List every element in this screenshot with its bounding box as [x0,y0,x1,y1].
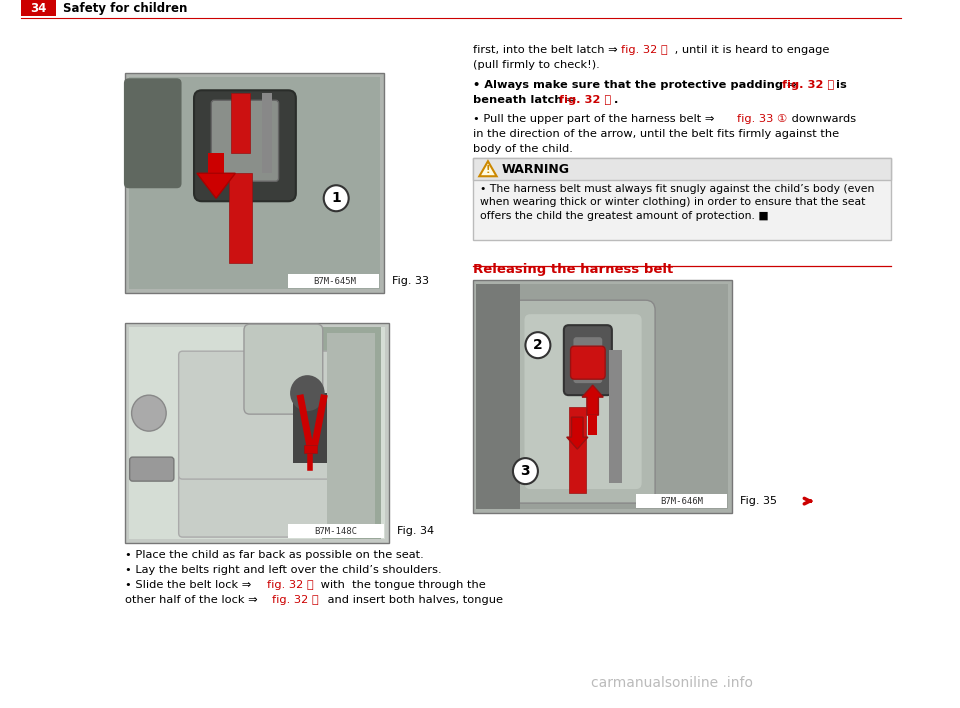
FancyBboxPatch shape [511,300,655,503]
Text: fig. 32 Ⓓ: fig. 32 Ⓓ [621,45,668,55]
Text: B7M-646M: B7M-646M [660,496,704,506]
Text: .: . [610,96,618,105]
Text: beneath latch ⇒: beneath latch ⇒ [472,96,580,105]
Circle shape [324,185,348,211]
Text: 2: 2 [533,338,542,352]
Bar [476,284,728,509]
Text: B7M-645M: B7M-645M [313,277,356,286]
Text: • The harness belt must always fit snugly against the child’s body (even
when we: • The harness belt must always fit snugl… [480,184,875,221]
Text: • Always make sure that the protective padding ⇒: • Always make sure that the protective p… [472,80,800,91]
Bar [21,0,56,16]
Bar [129,327,385,539]
Bar [472,280,732,513]
Text: body of the child.: body of the child. [472,144,572,154]
Text: (pull firmly to check!).: (pull firmly to check!). [472,60,599,70]
Circle shape [525,332,550,358]
Text: 34: 34 [30,2,47,15]
Bar [230,93,250,153]
Bar [262,93,272,173]
Text: • Slide the belt lock ⇒: • Slide the belt lock ⇒ [125,580,254,590]
Bar [125,74,384,293]
Text: other half of the lock ⇒: other half of the lock ⇒ [125,595,261,605]
Text: fig. 32 Ⓒ: fig. 32 Ⓒ [272,595,319,605]
Bar [636,494,727,508]
Text: fig. 32 Ⓓ: fig. 32 Ⓓ [559,96,612,105]
FancyBboxPatch shape [130,457,174,481]
FancyBboxPatch shape [244,324,323,414]
Text: first, into the belt latch ⇒: first, into the belt latch ⇒ [472,45,621,55]
Text: !: ! [486,165,491,176]
Text: WARNING: WARNING [501,163,569,176]
Text: • Place the child as far back as possible on the seat.: • Place the child as far back as possibl… [125,550,423,560]
FancyBboxPatch shape [573,337,602,383]
Text: in the direction of the arrow, until the belt fits firmly against the: in the direction of the arrow, until the… [472,130,839,139]
Text: 1: 1 [331,191,341,205]
Text: • Pull the upper part of the harness belt ⇒: • Pull the upper part of the harness bel… [472,114,717,125]
FancyBboxPatch shape [179,469,340,537]
Bar [609,350,622,483]
Text: is: is [831,80,847,91]
Bar [326,333,374,533]
FancyArrow shape [582,385,603,415]
Text: carmanualsoniline .info: carmanualsoniline .info [591,676,754,690]
Polygon shape [479,161,496,176]
FancyBboxPatch shape [564,325,612,395]
Circle shape [290,375,324,411]
Text: with  the tongue through the: with the tongue through the [317,580,486,590]
Circle shape [132,395,166,431]
Text: fig. 32 Ⓔ: fig. 32 Ⓔ [781,80,834,91]
Text: downwards: downwards [787,114,855,125]
FancyBboxPatch shape [211,101,278,181]
FancyBboxPatch shape [570,346,605,379]
Bar [303,445,317,453]
FancyBboxPatch shape [524,314,641,489]
Text: , until it is heard to engage: , until it is heard to engage [671,45,829,55]
Bar [288,274,379,288]
Text: and insert both halves, tongue: and insert both halves, tongue [324,595,503,605]
Bar [472,159,892,181]
Text: Releasing the harness belt: Releasing the harness belt [472,263,673,276]
FancyBboxPatch shape [194,91,296,201]
Bar [228,173,252,263]
Bar [288,524,384,538]
Text: Fig. 34: Fig. 34 [396,526,434,536]
Bar [293,393,326,463]
Text: Fig. 33: Fig. 33 [392,276,429,286]
Bar [322,327,381,539]
Bar [208,153,224,176]
FancyArrow shape [566,417,588,449]
Text: Fig. 35: Fig. 35 [739,496,777,506]
Text: fig. 33 ①: fig. 33 ① [736,114,787,125]
Bar [588,415,597,435]
Text: Safety for children: Safety for children [63,2,188,15]
Bar [568,407,586,493]
Bar [472,159,892,240]
Polygon shape [197,173,235,198]
Circle shape [513,458,538,484]
Bar [129,77,380,289]
Text: B7M-148C: B7M-148C [315,527,358,535]
Text: • Lay the belts right and left over the child’s shoulders.: • Lay the belts right and left over the … [125,565,442,575]
Text: fig. 32 Ⓑ: fig. 32 Ⓑ [267,580,314,590]
Bar [476,284,519,509]
FancyBboxPatch shape [124,79,181,188]
Text: 3: 3 [520,464,530,478]
FancyBboxPatch shape [179,351,335,479]
Bar [125,323,389,543]
